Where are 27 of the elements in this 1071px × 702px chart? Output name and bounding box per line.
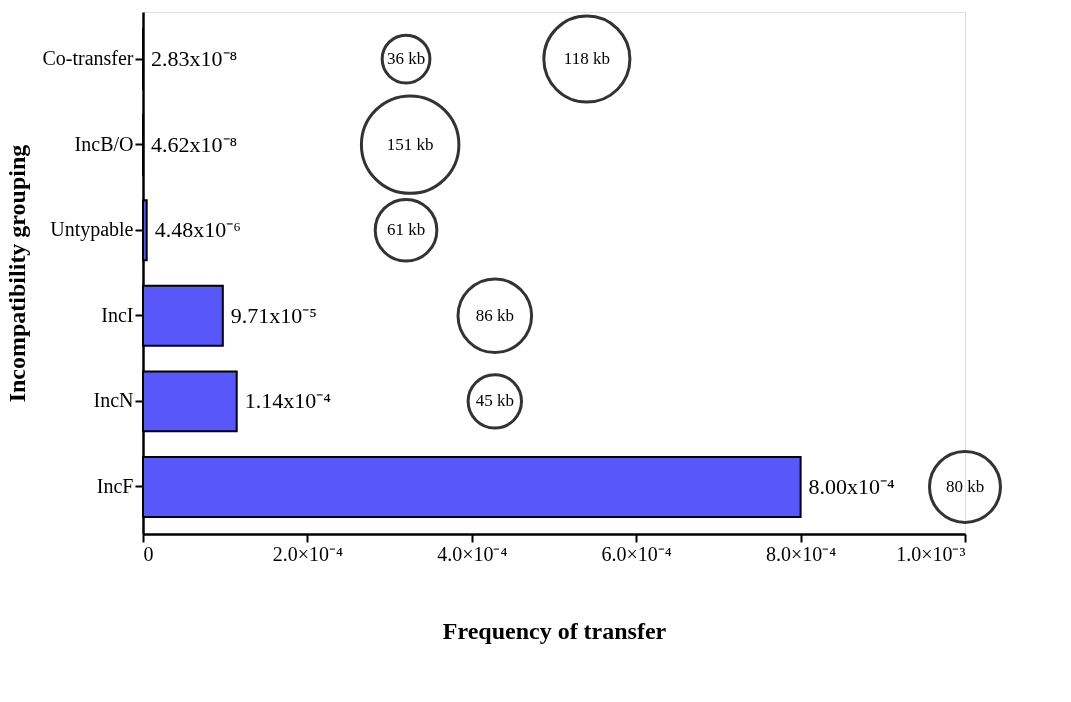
annotation: 151 kb	[386, 134, 434, 154]
x-tick-label: 2.0×10⁻⁴	[272, 542, 344, 565]
y-tick-label: IncF	[96, 474, 134, 497]
annotation: 86 kb	[475, 305, 514, 325]
data-label: 2.83x10⁻⁸	[151, 46, 238, 72]
data-label: 4.48x10⁻⁶	[154, 217, 241, 243]
x-tick-label: 6.0×10⁻⁴	[601, 542, 672, 565]
data-label: 4.62x10⁻⁸	[151, 131, 238, 157]
y-axis-title: Incompatibility grouping	[4, 144, 31, 403]
y-tick-label: IncI	[101, 303, 134, 326]
annotation: 61 kb	[386, 220, 426, 240]
data-label: 9.71x10⁻⁵	[230, 302, 317, 328]
y-tick-label: IncN	[93, 389, 134, 412]
y-tick-label: IncB/O	[74, 132, 134, 155]
y-tick-label: Co-transfer	[42, 47, 134, 70]
x-tick-label: 8.0×10⁻⁴	[765, 542, 837, 565]
x-tick-label: 0	[143, 542, 154, 565]
x-tick-label: 4.0×10⁻⁴	[437, 542, 508, 565]
data-label: 1.14x10⁻⁴	[244, 388, 332, 414]
annotation: 80 kb	[945, 476, 985, 496]
annotation: 36 kb	[386, 49, 426, 69]
annotation: 118 kb	[563, 49, 610, 69]
annotation: 45 kb	[475, 391, 514, 411]
x-tick-label: 1.0×10⁻³	[896, 542, 966, 565]
x-axis-title: Frequency of transfer	[442, 617, 667, 644]
data-label: 8.00x10⁻⁴	[808, 473, 896, 499]
y-tick-label: Untypable	[50, 218, 134, 242]
